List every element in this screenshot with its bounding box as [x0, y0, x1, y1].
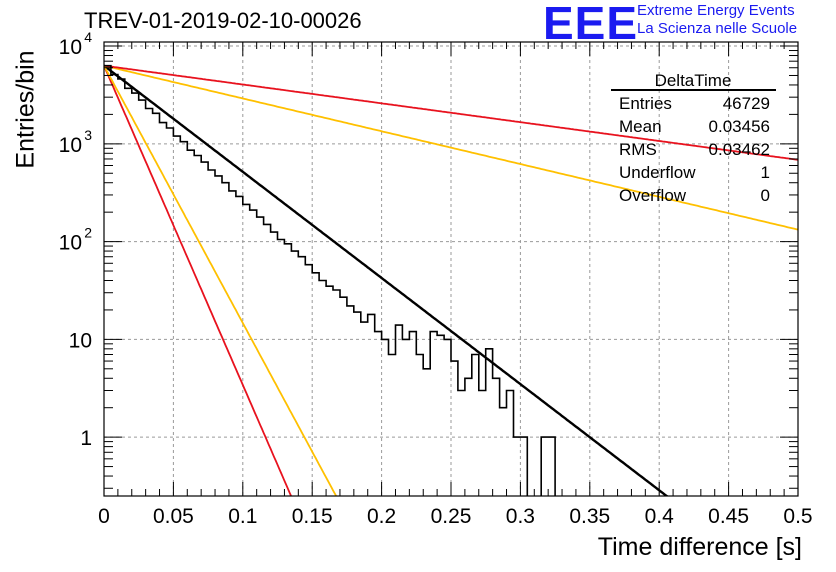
histogram-steps — [104, 64, 556, 496]
x-tick-label: 0 — [98, 505, 110, 528]
stats-row-value: 0.03462 — [709, 140, 770, 159]
stats-row-label: Overflow — [619, 186, 687, 205]
y-tick-label: 10 — [69, 329, 92, 352]
x-tick-label: 0.3 — [506, 505, 535, 528]
logo-line-2: La Scienza nelle Scuole — [637, 20, 798, 37]
series-line-0 — [104, 64, 669, 496]
x-tick-label: 0.2 — [367, 505, 396, 528]
stats-row-value: 46729 — [723, 94, 770, 113]
x-tick-label: 0.5 — [783, 505, 812, 528]
y-tick-label: 10 — [59, 134, 82, 157]
y-axis-label: Entries/bin — [11, 50, 40, 169]
x-tick-label: 0.15 — [292, 505, 333, 528]
y-tick-label: 1 — [80, 427, 92, 450]
x-axis-label: Time difference [s] — [597, 533, 802, 561]
series-line-4 — [104, 64, 798, 161]
stats-row-value: 0.03456 — [709, 117, 770, 136]
stats-box-title: DeltaTime — [655, 71, 732, 90]
stats-row-value: 0 — [761, 186, 770, 205]
series-line-1 — [104, 65, 293, 496]
stats-row-label: Entries — [619, 94, 672, 113]
eee-logo: EEE — [543, 0, 639, 49]
data-layer — [104, 64, 798, 496]
stats-row-label: Mean — [619, 117, 662, 136]
x-tick-label: 0.25 — [431, 505, 472, 528]
y-tick-exponent: 4 — [84, 29, 92, 45]
y-tick-label: 10 — [59, 232, 82, 255]
stats-row-label: RMS — [619, 140, 657, 159]
y-tick-exponent: 3 — [84, 127, 92, 143]
x-tick-label: 0.45 — [708, 505, 749, 528]
series-line-3 — [104, 64, 798, 231]
x-tick-label: 0.35 — [569, 505, 610, 528]
logo-line-1: Extreme Energy Events — [637, 2, 795, 19]
series-line-2 — [104, 65, 338, 496]
y-tick-label: 10 — [59, 36, 82, 59]
stats-row-label: Underflow — [619, 163, 696, 182]
x-tick-label: 0.4 — [645, 505, 675, 528]
y-tick-exponent: 2 — [84, 225, 92, 241]
x-tick-label: 0.05 — [153, 505, 194, 528]
stats-row-value: 1 — [761, 163, 770, 182]
chart-title: TREV-01-2019-02-10-00026 — [84, 8, 362, 33]
x-tick-label: 0.1 — [228, 505, 257, 528]
stats-box: DeltaTime Entries 46729 Mean 0.03456 RMS 0.034… — [611, 71, 776, 205]
